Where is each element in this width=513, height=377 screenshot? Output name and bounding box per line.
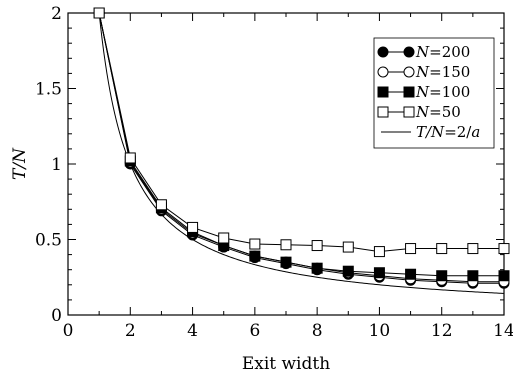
data-point-n-50 [342, 241, 354, 253]
data-point-n-50 [436, 243, 448, 255]
y-axis-title: T/N [10, 147, 30, 180]
data-point-n-100 [373, 267, 385, 279]
data-point-n-100 [342, 265, 354, 277]
data-point-n-50 [124, 152, 136, 164]
legend-label-t-n-2-a: T/N=2/a [416, 123, 480, 141]
data-point-n-50 [498, 243, 510, 255]
x-tick-label: 6 [249, 321, 260, 341]
data-point-n-100 [498, 270, 510, 282]
y-tick-label: 1.5 [35, 80, 62, 100]
data-point-n-50 [93, 7, 105, 19]
legend-marker-n-200 [403, 46, 415, 58]
legend-marker-n-50 [377, 106, 389, 118]
legend-marker-n-200 [377, 46, 389, 58]
x-tick-label: 0 [63, 321, 74, 341]
legend-label-n-200: N=200 [415, 43, 470, 61]
series-markers [93, 7, 510, 289]
data-point-n-50 [280, 239, 292, 251]
legend-marker-n-150 [377, 66, 389, 78]
y-tick-label: 0 [51, 306, 62, 326]
legend-label-n-50: N=50 [415, 103, 461, 121]
legend-label-n-100: N=100 [415, 83, 470, 101]
series-line-t-n-2-a [98, 12, 505, 294]
data-point-n-100 [280, 256, 292, 268]
legend-marker-n-100 [403, 86, 415, 98]
y-tick-label: 0.5 [35, 231, 62, 251]
data-point-n-50 [249, 238, 261, 250]
y-tick-label: 2 [51, 4, 62, 24]
legend-marker-n-100 [377, 86, 389, 98]
data-point-n-50 [155, 199, 167, 211]
data-point-n-100 [436, 270, 448, 282]
data-point-n-100 [311, 262, 323, 274]
y-tick-label: 1 [51, 155, 62, 175]
data-point-n-50 [187, 221, 199, 233]
legend-label-n-150: N=150 [415, 63, 470, 81]
x-tick-label: 4 [187, 321, 198, 341]
x-tick-label: 12 [431, 321, 453, 341]
axis-tick-labels: 0 2 4 6 8 10 12 14 0 0.5 1 1.5 2 [35, 4, 513, 341]
legend-marker-n-50 [403, 106, 415, 118]
data-point-n-50 [405, 243, 417, 255]
legend-marker-n-150 [403, 66, 415, 78]
legend-box [373, 37, 495, 149]
data-point-n-100 [405, 268, 417, 280]
x-tick-label: 14 [493, 321, 513, 341]
data-point-n-50 [311, 240, 323, 252]
legend: N=200 N=150 N=100 N=50 T/N=2/a [373, 37, 495, 149]
data-point-n-50 [218, 232, 230, 244]
data-point-n-50 [467, 243, 479, 255]
data-point-n-100 [249, 250, 261, 262]
data-point-n-50 [373, 246, 385, 258]
x-tick-label: 10 [369, 321, 391, 341]
x-tick-label: 8 [312, 321, 323, 341]
data-point-n-100 [467, 270, 479, 282]
x-tick-label: 2 [125, 321, 136, 341]
x-axis-title: Exit width [242, 354, 330, 374]
